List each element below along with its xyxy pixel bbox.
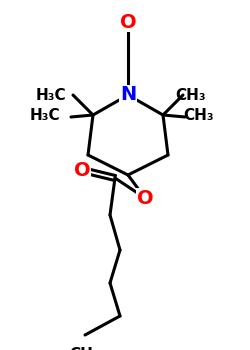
Text: CH₃: CH₃ [175, 88, 206, 103]
Text: H₃C: H₃C [30, 107, 60, 122]
Text: O: O [120, 13, 136, 32]
Text: N: N [120, 85, 136, 105]
Text: O: O [137, 189, 153, 208]
Text: O: O [74, 161, 90, 180]
Text: H₃C: H₃C [36, 88, 66, 103]
Text: CH₃: CH₃ [183, 107, 214, 122]
Text: CH₃: CH₃ [70, 347, 100, 350]
